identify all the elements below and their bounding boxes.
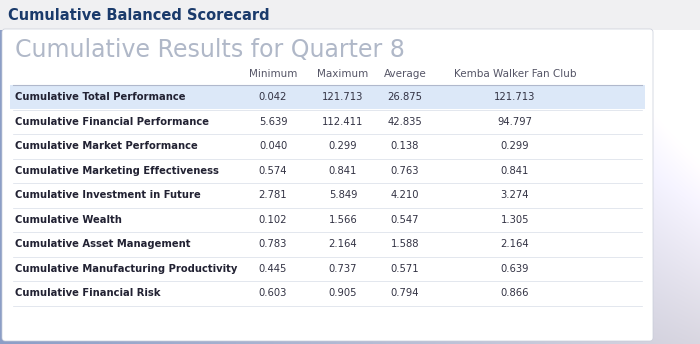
Text: Cumulative Asset Management: Cumulative Asset Management [15,239,190,249]
Text: 121.713: 121.713 [322,92,364,102]
Text: 1.305: 1.305 [500,215,529,225]
Text: 0.299: 0.299 [329,141,357,151]
Text: Maximum: Maximum [317,69,369,79]
Text: Cumulative Marketing Effectiveness: Cumulative Marketing Effectiveness [15,166,219,176]
Text: 5.849: 5.849 [329,190,357,200]
Text: 4.210: 4.210 [391,190,419,200]
Text: 0.138: 0.138 [391,141,419,151]
Text: 1.588: 1.588 [391,239,419,249]
Text: 0.905: 0.905 [329,288,357,298]
Text: 112.411: 112.411 [322,117,364,127]
Text: 0.639: 0.639 [500,264,529,274]
Text: Cumulative Results for Quarter 8: Cumulative Results for Quarter 8 [15,38,405,62]
Text: 2.164: 2.164 [500,239,529,249]
Text: Kemba Walker Fan Club: Kemba Walker Fan Club [454,69,576,79]
Bar [10,85,645,109]
Text: 0.445: 0.445 [259,264,287,274]
Text: 0.042: 0.042 [259,92,287,102]
Text: Minimum: Minimum [248,69,298,79]
Text: Cumulative Investment in Future: Cumulative Investment in Future [15,190,201,200]
Text: 2.164: 2.164 [329,239,357,249]
Text: 0.763: 0.763 [391,166,419,176]
Text: 0.547: 0.547 [391,215,419,225]
Text: 26.875: 26.875 [388,92,423,102]
Text: 94.797: 94.797 [498,117,533,127]
Text: 121.713: 121.713 [494,92,536,102]
Text: Cumulative Total Performance: Cumulative Total Performance [15,92,186,102]
Text: Average: Average [384,69,426,79]
Text: 0.102: 0.102 [259,215,287,225]
Text: 0.841: 0.841 [500,166,529,176]
Text: 0.603: 0.603 [259,288,287,298]
FancyBboxPatch shape [2,29,653,341]
Text: Cumulative Wealth: Cumulative Wealth [15,215,122,225]
Text: 0.571: 0.571 [391,264,419,274]
Text: 0.783: 0.783 [259,239,287,249]
Text: 3.274: 3.274 [500,190,529,200]
Text: Cumulative Manufacturing Productivity: Cumulative Manufacturing Productivity [15,264,237,274]
Text: 0.866: 0.866 [500,288,529,298]
Text: 0.299: 0.299 [500,141,529,151]
Text: Cumulative Balanced Scorecard: Cumulative Balanced Scorecard [8,8,270,22]
Text: 5.639: 5.639 [259,117,287,127]
Bar [0,0,700,30]
Text: Cumulative Financial Risk: Cumulative Financial Risk [15,288,160,298]
Text: 0.040: 0.040 [259,141,287,151]
Text: 0.794: 0.794 [391,288,419,298]
Text: 2.781: 2.781 [259,190,287,200]
Text: 42.835: 42.835 [388,117,422,127]
Text: 0.841: 0.841 [329,166,357,176]
Text: Cumulative Financial Performance: Cumulative Financial Performance [15,117,209,127]
Text: 0.737: 0.737 [329,264,357,274]
Text: Cumulative Market Performance: Cumulative Market Performance [15,141,197,151]
Text: 0.574: 0.574 [259,166,287,176]
Text: 1.566: 1.566 [328,215,358,225]
